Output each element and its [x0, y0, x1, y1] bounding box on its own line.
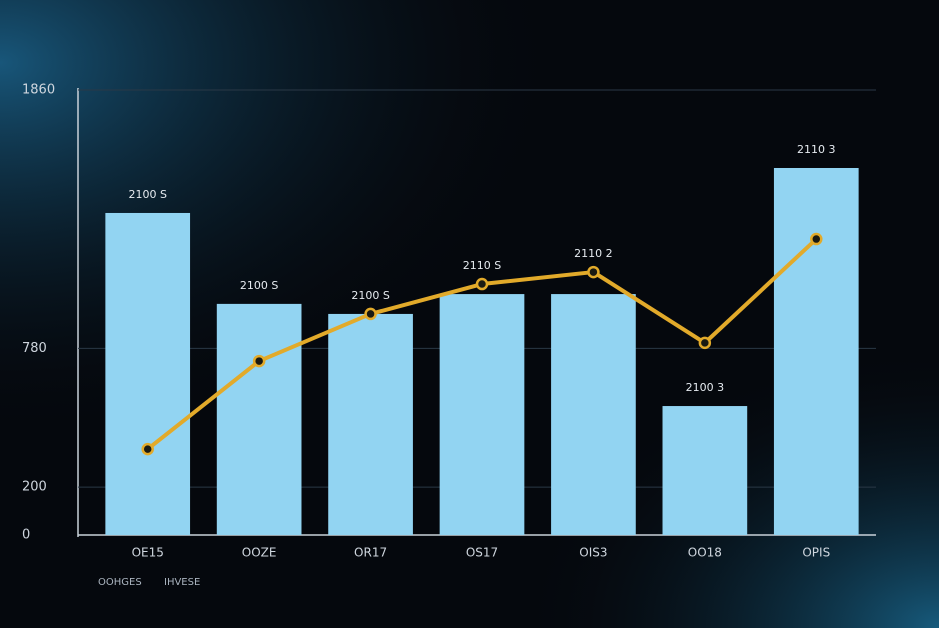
- annotation: 2100 3: [686, 381, 725, 394]
- annotation: 2110 3: [797, 143, 836, 156]
- annotation: 2100 S: [240, 279, 278, 292]
- line-point: [364, 307, 377, 321]
- bar: [439, 294, 525, 535]
- x-tick-label: OPIS: [802, 546, 830, 560]
- y-tick-label: 780: [22, 341, 47, 356]
- bar: [551, 294, 636, 535]
- line-point: [475, 277, 489, 291]
- x-tick-label: OE15: [132, 546, 164, 560]
- annotation: 2110 S: [463, 259, 501, 272]
- line-point: [141, 442, 154, 456]
- x-tick-label: OIS3: [579, 546, 607, 560]
- legend-label: IHVESE: [164, 577, 200, 588]
- line-point: [810, 232, 823, 246]
- bar: [328, 313, 413, 535]
- bar: [662, 406, 748, 535]
- legend-label: OOHGES: [98, 577, 142, 588]
- y-tick-label: 1860: [22, 83, 55, 98]
- x-tick-label: OOZE: [242, 546, 277, 560]
- annotation: 2100 S: [351, 289, 389, 302]
- x-tick-label: OO18: [688, 546, 722, 560]
- annotation: 2110 2: [574, 247, 613, 260]
- legend: OOHGES IHVESE: [98, 577, 200, 588]
- line-point: [698, 336, 712, 350]
- bar: [773, 167, 859, 535]
- x-tick-label: OS17: [466, 546, 498, 560]
- line-point: [587, 265, 600, 279]
- line-point: [252, 354, 266, 368]
- bar: [216, 303, 302, 535]
- annotation: 2100 S: [128, 188, 166, 201]
- x-tick-label: OR17: [354, 546, 387, 560]
- bar: [105, 212, 191, 535]
- y-tick-label: 0: [22, 528, 30, 543]
- y-tick-label: 200: [22, 480, 47, 495]
